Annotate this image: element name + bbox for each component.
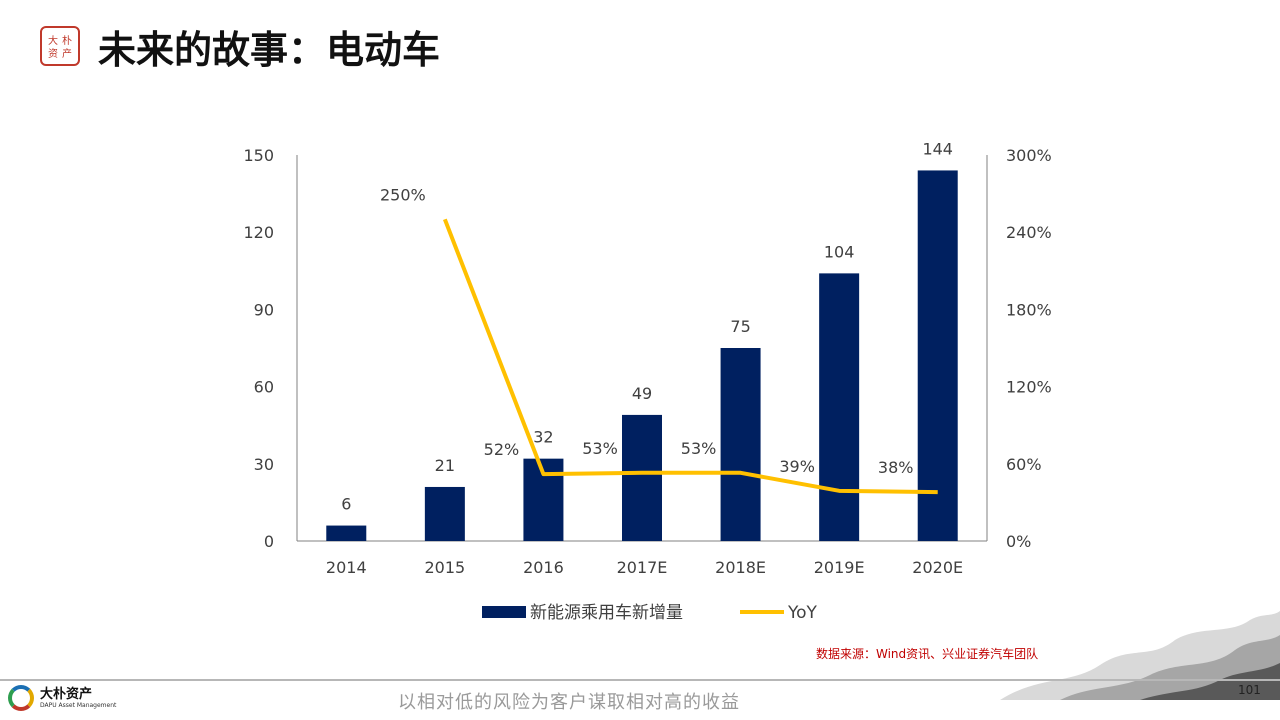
x-tick-label: 2016 — [523, 558, 564, 577]
yoy-value-label: 39% — [779, 457, 815, 476]
bar — [720, 348, 761, 541]
legend-bar-swatch — [482, 606, 526, 618]
x-tick-label: 2018E — [715, 558, 766, 577]
bar — [917, 170, 958, 541]
logo-subtitle: DAPU Asset Management — [40, 701, 117, 709]
y-left-tick-label: 60 — [254, 378, 274, 397]
legend-line-label: YoY — [787, 603, 818, 623]
y-left-tick-label: 120 — [243, 223, 274, 242]
x-tick-label: 2017E — [617, 558, 668, 577]
y-left-tick-label: 30 — [254, 455, 274, 474]
svg-text:朴: 朴 — [62, 34, 72, 47]
seal-glyph-icon: 大 朴 资 产 — [48, 34, 72, 60]
page-number: 101 — [1238, 683, 1261, 697]
yoy-value-label: 38% — [878, 458, 914, 477]
page-title: 未来的故事：电动车 — [98, 27, 441, 72]
x-tick-label: 2014 — [326, 558, 367, 577]
yoy-value-label: 52% — [484, 440, 520, 459]
y-right-tick-label: 60% — [1006, 455, 1042, 474]
x-tick-label: 2020E — [912, 558, 963, 577]
x-tick-label: 2015 — [424, 558, 465, 577]
logo-name: 大朴资产 — [40, 686, 93, 702]
logo-ring-icon — [8, 685, 34, 711]
title-bar: 大 朴 资 产 未来的故事：电动车 — [40, 22, 440, 72]
yoy-value-label: 250% — [380, 185, 426, 204]
bar-value-label: 6 — [341, 495, 351, 514]
ev-combo-chart: 0 30 60 90 120 150 0% 60% 120% 180% 240% 300% 2014 20… — [243, 139, 1052, 623]
seal-logo: 大 朴 资 产 — [40, 26, 80, 66]
bar — [326, 525, 367, 541]
y-left-tick-label: 90 — [254, 300, 274, 319]
y-right-tick-label: 240% — [1006, 223, 1052, 242]
yoy-line — [442, 218, 938, 495]
y-left-tick-label: 150 — [243, 146, 274, 165]
bar — [819, 273, 860, 541]
x-tick-label: 2019E — [814, 558, 865, 577]
svg-text:产: 产 — [62, 47, 72, 60]
footer-slogan: 以相对低的风险为客户谋取相对高的收益 — [398, 692, 740, 713]
bar-value-label: 32 — [533, 428, 553, 447]
footer-divider — [0, 679, 1280, 681]
y-right-tick-label: 0% — [1006, 532, 1031, 551]
y-right-tick-label: 120% — [1006, 378, 1052, 397]
bar — [424, 486, 465, 541]
footer-logo: 大朴资产 DAPU Asset Management — [8, 685, 116, 711]
bar-value-label: 104 — [824, 242, 855, 261]
y-right-tick-label: 300% — [1006, 146, 1052, 165]
yoy-value-label: 53% — [582, 439, 618, 458]
bar-value-label: 144 — [922, 139, 953, 158]
ink-landscape-decoration — [1000, 611, 1280, 700]
legend-bar-label: 新能源乘用车新增量 — [530, 603, 683, 623]
y-left-tick-label: 0 — [264, 532, 274, 551]
bar-value-label: 21 — [435, 456, 455, 475]
data-source-note: 数据来源：Wind资讯、兴业证券汽车团队 — [816, 647, 1039, 661]
y-right-tick-label: 180% — [1006, 300, 1052, 319]
bar-value-label: 75 — [730, 317, 750, 336]
svg-text:资: 资 — [48, 48, 58, 60]
bar — [622, 414, 662, 541]
svg-text:大: 大 — [48, 34, 58, 47]
bar-value-label: 49 — [632, 384, 652, 403]
yoy-value-label: 53% — [681, 439, 717, 458]
